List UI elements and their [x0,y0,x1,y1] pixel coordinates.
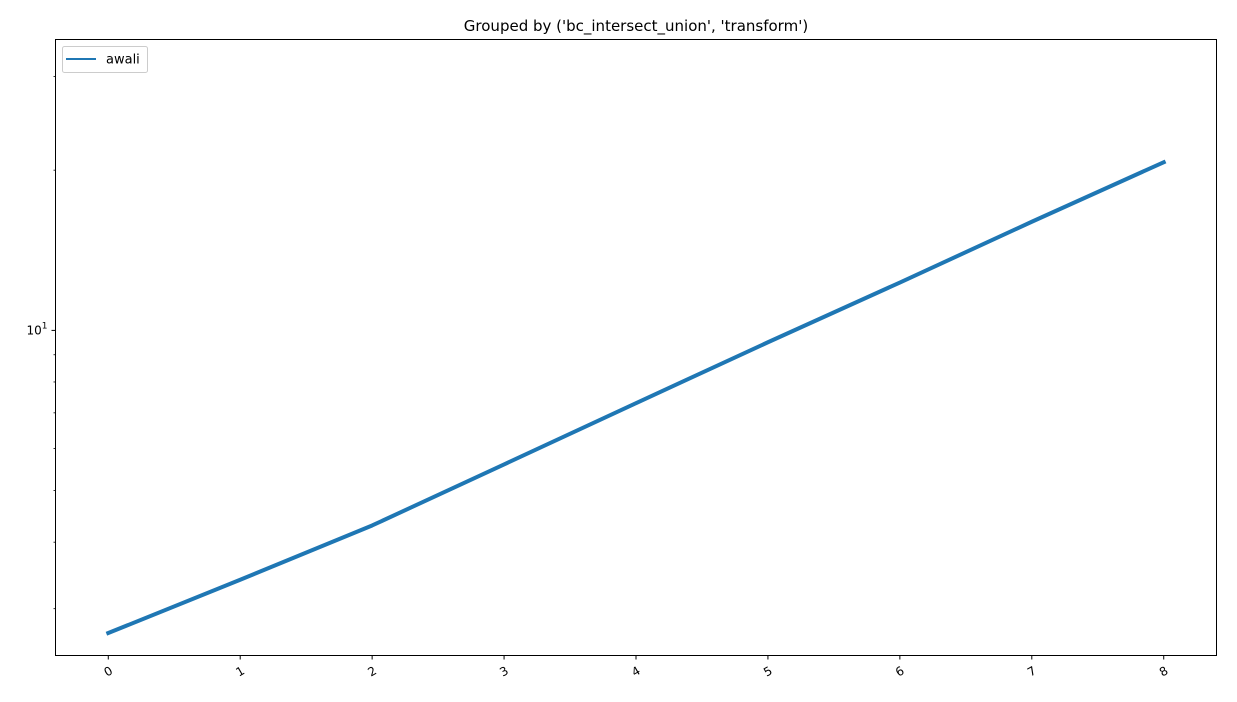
x-tick-label: 7 [1025,664,1039,680]
legend-box [62,46,148,73]
legend-label-awali: awali [106,53,140,68]
series-line-awali [105,159,1167,636]
y-tick-label: 101 [26,321,47,337]
y-axis: 101 [26,76,56,610]
x-tick-label: 0 [101,664,115,680]
x-axis: 0 1 2 3 4 5 6 7 8 [101,655,1171,680]
x-tick-label: 5 [761,664,775,680]
plot-area-frame [55,39,1217,656]
x-tick-label: 8 [1157,664,1171,680]
x-tick-label: 4 [629,664,643,680]
x-tick-label: 3 [497,664,511,680]
x-tick-label: 6 [893,664,907,680]
series-layer [105,159,1167,636]
x-tick-label: 2 [365,664,379,680]
legend: awali [62,46,148,73]
chart-title: Grouped by ('bc_intersect_union', 'trans… [464,17,808,36]
x-tick-label: 1 [233,664,247,680]
